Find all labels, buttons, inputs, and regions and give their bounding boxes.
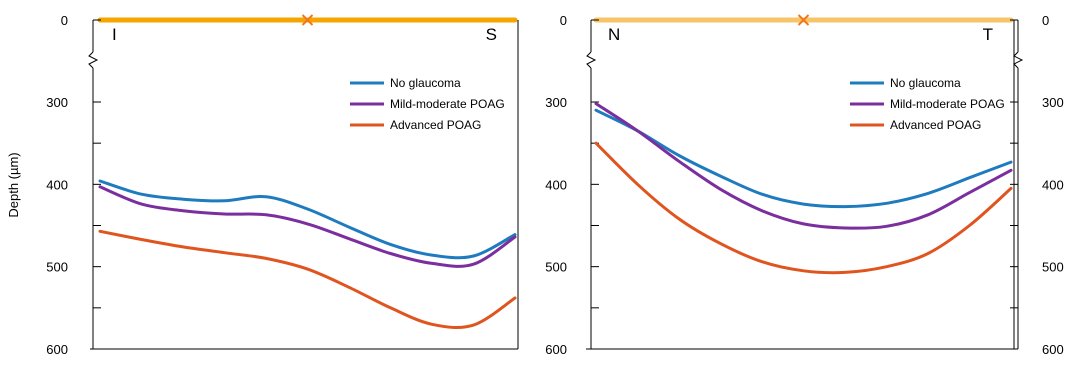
right-y-tick-label-600: 600	[1042, 342, 1064, 357]
left-y-tick-label-0: 0	[61, 13, 68, 28]
right-y2-axis-break	[586, 51, 597, 69]
left-legend-label-1: Mild-moderate POAG	[390, 97, 505, 111]
left-end-label: S	[486, 25, 497, 44]
left-y-tick-label-500: 500	[46, 260, 68, 275]
right-y2-tick-label-300: 300	[545, 95, 567, 110]
right-legend-label-1: Mild-moderate POAG	[890, 97, 1005, 111]
right-y-tick-label-400: 400	[1042, 177, 1064, 192]
left-series-0	[98, 179, 517, 260]
y-axis-label: Depth (µm)	[6, 152, 21, 217]
left-legend-label-2: Advanced POAG	[390, 118, 481, 132]
right-start-label: N	[608, 25, 620, 44]
right-end-label: T	[983, 25, 993, 44]
left-y-tick-label-600: 600	[46, 342, 68, 357]
right-y-tick-label-300: 300	[1042, 95, 1064, 110]
right-series-0	[594, 108, 1013, 209]
left-y-tick-label-400: 400	[46, 177, 68, 192]
left-start-label: I	[112, 25, 117, 44]
right-y-tick-label-0: 0	[1042, 13, 1049, 28]
right-y2-tick-label-400: 400	[545, 177, 567, 192]
right-legend-label-0: No glaucoma	[890, 76, 961, 90]
panel-right: N T 0 300 400 500 600 0 300 400 500 600 No glaucoma M…	[545, 13, 1063, 357]
right-series-1	[594, 102, 1013, 230]
right-y2-tick-label-0: 0	[560, 13, 567, 28]
right-center-marker	[797, 14, 810, 26]
panel-left: I S 0 300 400 500 600 No glaucoma Mild-moderate …	[46, 13, 519, 357]
left-center-marker	[301, 14, 314, 26]
left-legend-label-0: No glaucoma	[390, 76, 461, 90]
left-series-1	[98, 185, 517, 268]
left-y-tick-label-300: 300	[46, 95, 68, 110]
right-legend-label-2: Advanced POAG	[890, 118, 981, 132]
right-y-axis-break	[1013, 51, 1024, 69]
left-series-2	[98, 229, 517, 330]
right-y-tick-label-500: 500	[1042, 260, 1064, 275]
right-series-2	[594, 141, 1013, 275]
right-y2-tick-label-500: 500	[545, 260, 567, 275]
right-y2-tick-label-600: 600	[545, 342, 567, 357]
left-y-axis-break	[88, 51, 99, 69]
